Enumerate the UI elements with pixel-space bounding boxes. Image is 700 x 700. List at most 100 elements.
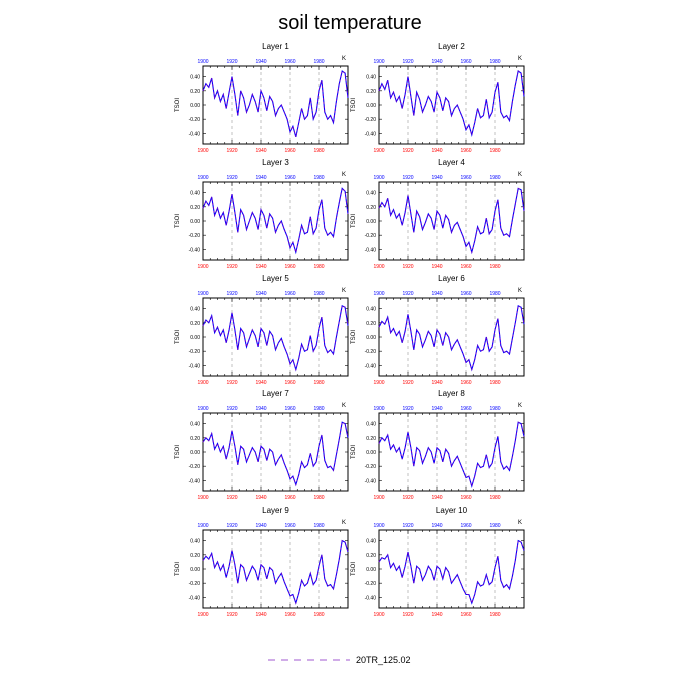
y-tick-label: 0.00: [190, 567, 200, 573]
y-tick-label: -0.40: [365, 363, 377, 369]
y-tick-label: 0.40: [190, 75, 200, 81]
panel-title: Layer 6: [438, 274, 465, 283]
x-tick-label-bottom: 1920: [226, 495, 237, 501]
x-tick-label-bottom: 1980: [313, 380, 324, 386]
x-tick-label-bottom: 1980: [313, 264, 324, 270]
x-tick-label-top: 1940: [255, 291, 266, 297]
y-tick-label: -0.40: [189, 363, 201, 369]
panel-9: Layer 9 K TSOI 1900 1920 1940 1960 1980 1900 1920…: [175, 506, 349, 618]
x-tick-label-bottom: 1900: [197, 380, 208, 386]
y-axis-label: TSOI: [175, 214, 181, 228]
y-axis-label: TSOI: [351, 214, 357, 228]
x-tick-label-bottom: 1960: [460, 495, 471, 501]
legend: 20TR_125.02: [268, 655, 411, 665]
x-tick-label-bottom: 1920: [226, 612, 237, 618]
x-tick-label-bottom: 1920: [402, 264, 413, 270]
x-tick-label-bottom: 1920: [402, 495, 413, 501]
legend-label: 20TR_125.02: [356, 655, 411, 665]
x-tick-label-bottom: 1900: [197, 612, 208, 618]
x-tick-label-top: 1960: [460, 175, 471, 181]
units-label: K: [518, 520, 522, 526]
panel-title: Layer 7: [262, 389, 289, 398]
series-line: [378, 304, 525, 372]
x-tick-label-top: 1900: [197, 523, 208, 529]
y-tick-label: 0.20: [366, 553, 376, 559]
x-tick-label-top: 1900: [373, 175, 384, 181]
panel-7: Layer 7 K TSOI 1900 1920 1940 1960 1980 1900 1920…: [175, 389, 349, 501]
x-tick-label-bottom: 1900: [373, 380, 384, 386]
y-tick-label: -0.20: [189, 117, 201, 123]
panel-title: Layer 9: [262, 506, 289, 515]
x-tick-label-bottom: 1980: [489, 495, 500, 501]
x-tick-label-top: 1940: [431, 175, 442, 181]
y-tick-label: 0.40: [366, 422, 376, 428]
x-tick-label-bottom: 1960: [284, 264, 295, 270]
x-tick-label-bottom: 1960: [460, 612, 471, 618]
x-tick-label-bottom: 1900: [373, 148, 384, 154]
y-tick-label: -0.20: [365, 581, 377, 587]
x-tick-label-bottom: 1940: [431, 264, 442, 270]
y-tick-label: 0.00: [366, 219, 376, 225]
x-tick-label-bottom: 1980: [313, 612, 324, 618]
x-tick-label-bottom: 1960: [284, 148, 295, 154]
series-line-overlay: [378, 539, 525, 605]
units-label: K: [518, 56, 522, 62]
x-tick-label-top: 1960: [284, 175, 295, 181]
x-tick-label-top: 1900: [197, 291, 208, 297]
y-tick-label: -0.20: [365, 349, 377, 355]
x-tick-label-bottom: 1940: [431, 495, 442, 501]
y-tick-label: 0.00: [366, 567, 376, 573]
x-tick-label-top: 1960: [460, 59, 471, 65]
x-tick-label-top: 1900: [373, 406, 384, 412]
x-tick-label-top: 1940: [255, 406, 266, 412]
x-tick-label-top: 1940: [431, 291, 442, 297]
panel-title: Layer 1: [262, 42, 289, 51]
y-tick-label: 0.00: [366, 335, 376, 341]
panel-title: Layer 5: [262, 274, 289, 283]
x-tick-label-bottom: 1920: [226, 264, 237, 270]
x-tick-label-top: 1980: [313, 291, 324, 297]
panel-5: Layer 5 K TSOI 1900 1920 1940 1960 1980 1900 1920…: [175, 274, 349, 386]
x-tick-label-top: 1920: [226, 523, 237, 529]
panel-1: Layer 1 K TSOI 1900 1920 1940 1960 1980 1900 1920…: [175, 42, 349, 154]
x-tick-label-top: 1980: [313, 406, 324, 412]
y-tick-label: 0.40: [190, 539, 200, 545]
y-tick-label: 0.40: [190, 307, 200, 313]
x-tick-label-bottom: 1980: [489, 612, 500, 618]
panel-3: Layer 3 K TSOI 1900 1920 1940 1960 1980 1900 1920…: [175, 158, 349, 270]
y-tick-label: -0.20: [189, 464, 201, 470]
x-tick-label-top: 1980: [313, 59, 324, 65]
y-axis-label: TSOI: [175, 330, 181, 344]
x-tick-label-bottom: 1980: [489, 148, 500, 154]
panel-10: Layer 10 K TSOI 1900 1920 1940 1960 1980 1900 192…: [351, 506, 525, 618]
panel-6: Layer 6 K TSOI 1900 1920 1940 1960 1980 1900 1920…: [351, 274, 525, 386]
x-tick-label-bottom: 1900: [373, 612, 384, 618]
x-tick-label-top: 1960: [284, 59, 295, 65]
x-tick-label-bottom: 1900: [197, 495, 208, 501]
x-tick-label-bottom: 1940: [431, 612, 442, 618]
x-tick-label-bottom: 1960: [284, 380, 295, 386]
series-line: [202, 304, 349, 372]
units-label: K: [342, 172, 346, 178]
x-tick-label-top: 1940: [255, 523, 266, 529]
x-tick-label-bottom: 1940: [255, 148, 266, 154]
y-tick-label: 0.20: [190, 321, 200, 327]
x-tick-label-bottom: 1980: [489, 380, 500, 386]
y-tick-label: -0.20: [365, 117, 377, 123]
y-axis-label: TSOI: [175, 445, 181, 459]
y-tick-label: 0.20: [190, 553, 200, 559]
y-tick-label: -0.40: [365, 478, 377, 484]
x-tick-label-top: 1960: [460, 291, 471, 297]
y-tick-label: 0.20: [190, 436, 200, 442]
y-axis-label: TSOI: [351, 98, 357, 112]
plot-frame: [378, 529, 525, 609]
y-tick-label: -0.40: [365, 595, 377, 601]
y-tick-label: -0.20: [189, 581, 201, 587]
series-line-overlay: [202, 539, 349, 605]
x-tick-label-top: 1980: [489, 59, 500, 65]
x-tick-label-bottom: 1940: [255, 495, 266, 501]
y-tick-label: -0.40: [365, 247, 377, 253]
series-line-overlay: [202, 305, 349, 372]
x-tick-label-bottom: 1960: [284, 612, 295, 618]
